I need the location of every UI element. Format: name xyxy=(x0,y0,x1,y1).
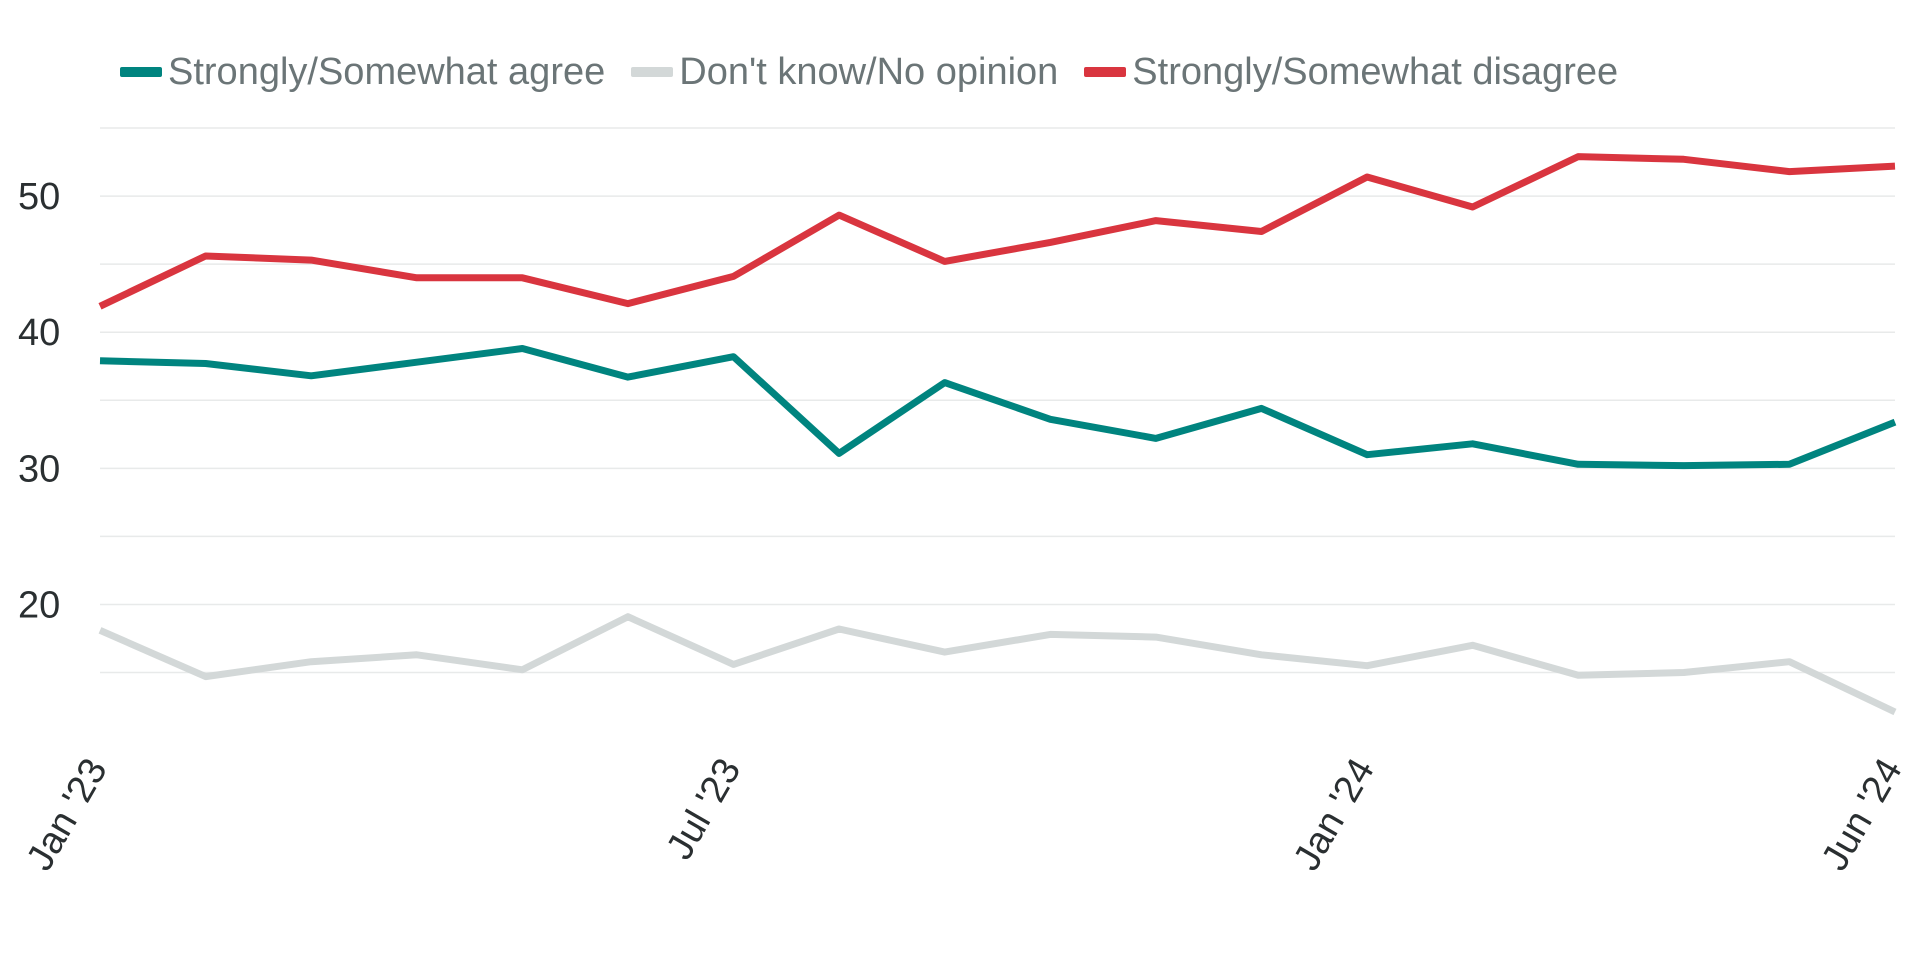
legend-item-agree: Strongly/Somewhat agree xyxy=(120,51,605,94)
legend-label-dont-know: Don't know/No opinion xyxy=(679,50,1059,93)
x-tick-label: Jan '23 xyxy=(19,752,116,878)
x-tick-label: Jan '24 xyxy=(1286,752,1383,878)
series-line-0 xyxy=(99,345,1897,470)
series-line-2 xyxy=(98,153,1896,310)
chart-legend: Strongly/Somewhat agree Don't know/No op… xyxy=(120,44,1618,100)
legend-item-dont-know: Don't know/No opinion xyxy=(631,51,1058,94)
series-line-1 xyxy=(98,613,1897,716)
legend-swatch-disagree xyxy=(1084,67,1127,77)
legend-swatch-dont-know xyxy=(631,67,674,77)
y-axis-ticks: 20 30 40 50 xyxy=(18,176,60,626)
y-tick-label: 20 xyxy=(18,584,60,626)
y-tick-label: 50 xyxy=(18,176,60,218)
y-tick-label: 30 xyxy=(18,448,60,490)
legend-swatch-agree xyxy=(120,67,162,77)
y-tick-label: 40 xyxy=(18,312,60,354)
x-tick-label: Jun '24 xyxy=(1814,752,1911,878)
x-axis-ticks: Jan '23 Jul '23 Jan '24 Jun '24 xyxy=(19,752,1911,878)
legend-item-disagree: Strongly/Somewhat disagree xyxy=(1084,51,1618,94)
legend-label-agree: Strongly/Somewhat agree xyxy=(168,50,606,93)
legend-label-disagree: Strongly/Somewhat disagree xyxy=(1132,50,1619,93)
gridlines xyxy=(100,127,1895,674)
x-tick-label: Jul '23 xyxy=(659,752,750,867)
series-lines xyxy=(98,153,1897,716)
